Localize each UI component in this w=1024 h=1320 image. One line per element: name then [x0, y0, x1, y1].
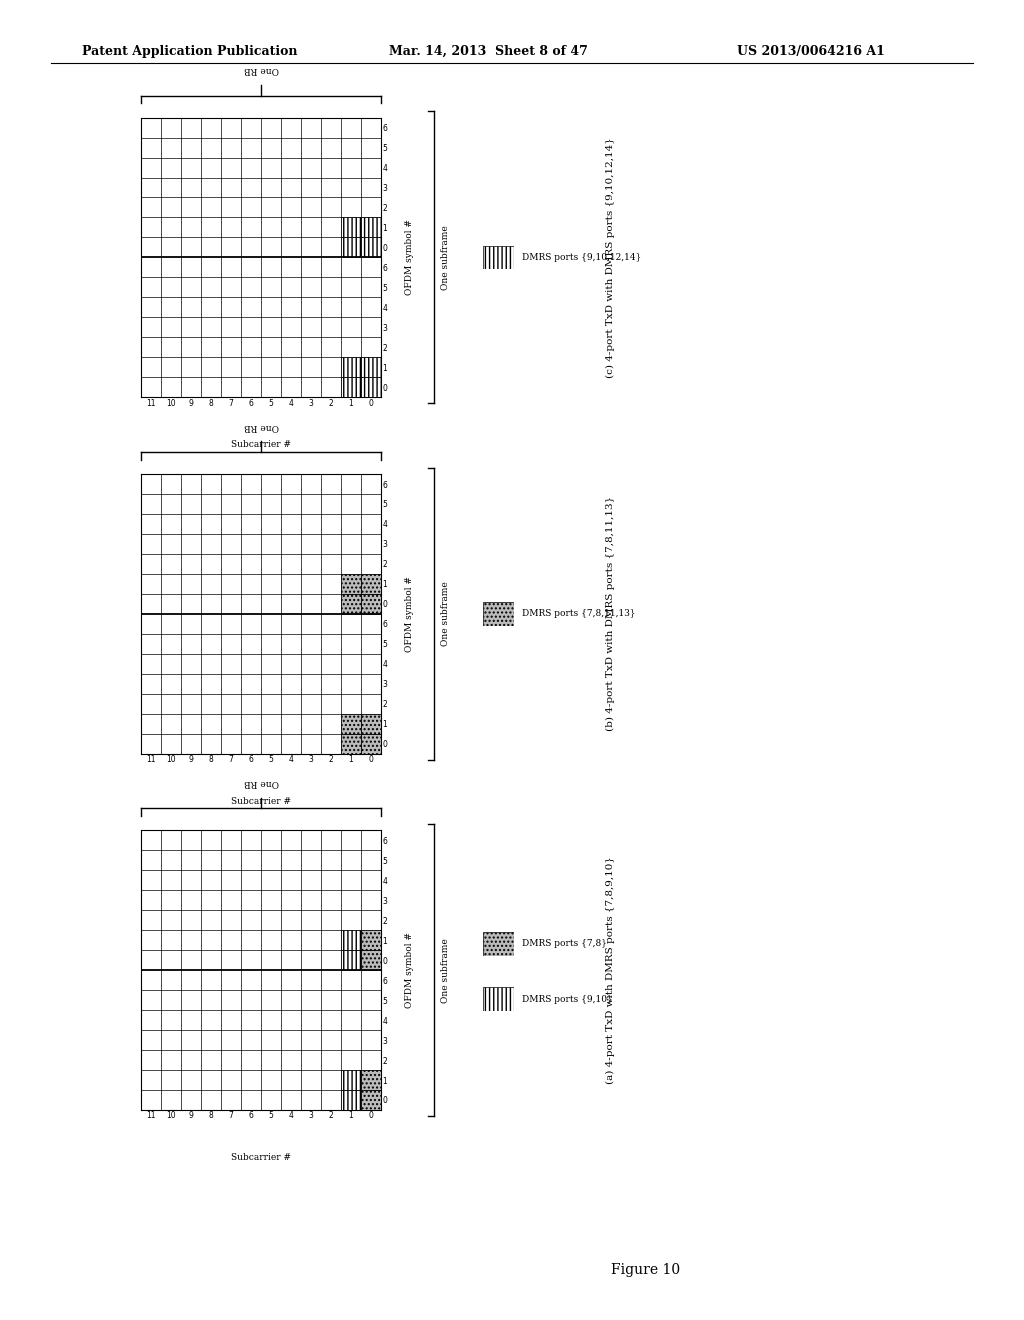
Bar [360, 574, 381, 594]
Bar [360, 238, 381, 257]
Bar [360, 594, 381, 614]
Bar [360, 218, 381, 238]
Text: OFDM symbol #: OFDM symbol # [406, 932, 414, 1008]
Text: DMRS ports {7,8,11,13}: DMRS ports {7,8,11,13} [522, 610, 636, 618]
Text: DMRS ports {9,10,12,14}: DMRS ports {9,10,12,14} [522, 253, 641, 261]
Bar [341, 378, 360, 397]
Bar [360, 1071, 381, 1090]
Text: One RB: One RB [244, 422, 279, 430]
Text: Figure 10: Figure 10 [610, 1263, 680, 1276]
Text: One subframe: One subframe [441, 581, 451, 647]
Text: Patent Application Publication: Patent Application Publication [82, 45, 297, 58]
Text: DMRS ports {7,8}: DMRS ports {7,8} [522, 940, 607, 948]
Text: US 2013/0064216 A1: US 2013/0064216 A1 [737, 45, 885, 58]
Bar [360, 358, 381, 378]
Text: OFDM symbol #: OFDM symbol # [406, 219, 414, 296]
Bar [341, 238, 360, 257]
Bar [341, 1090, 360, 1110]
Bar [341, 950, 360, 970]
Bar [360, 734, 381, 754]
Text: One subframe: One subframe [441, 937, 451, 1003]
Bar [360, 950, 381, 970]
Bar [341, 1071, 360, 1090]
Text: One RB: One RB [244, 779, 279, 787]
Text: One RB: One RB [244, 66, 279, 74]
Text: Mar. 14, 2013  Sheet 8 of 47: Mar. 14, 2013 Sheet 8 of 47 [389, 45, 588, 58]
Bar [360, 378, 381, 397]
Bar [341, 358, 360, 378]
Bar [341, 931, 360, 950]
Bar [360, 714, 381, 734]
Text: Subcarrier #: Subcarrier # [231, 797, 291, 805]
Text: One subframe: One subframe [441, 224, 451, 290]
Bar [341, 594, 360, 614]
Text: (c) 4-port TxD with DMRS ports {9,10,12,14}: (c) 4-port TxD with DMRS ports {9,10,12,… [606, 137, 615, 378]
Text: (b) 4-port TxD with DMRS ports {7,8,11,13}: (b) 4-port TxD with DMRS ports {7,8,11,1… [606, 496, 615, 731]
Text: Subcarrier #: Subcarrier # [231, 441, 291, 449]
Text: Subcarrier #: Subcarrier # [231, 1154, 291, 1162]
Bar [341, 574, 360, 594]
Bar [341, 734, 360, 754]
Text: DMRS ports {9,10}: DMRS ports {9,10} [522, 995, 613, 1003]
Text: (a) 4-port TxD with DMRS ports {7,8,9,10}: (a) 4-port TxD with DMRS ports {7,8,9,10… [606, 857, 615, 1084]
Bar [360, 1090, 381, 1110]
Text: OFDM symbol #: OFDM symbol # [406, 576, 414, 652]
Bar [341, 714, 360, 734]
Bar [360, 931, 381, 950]
Bar [341, 218, 360, 238]
